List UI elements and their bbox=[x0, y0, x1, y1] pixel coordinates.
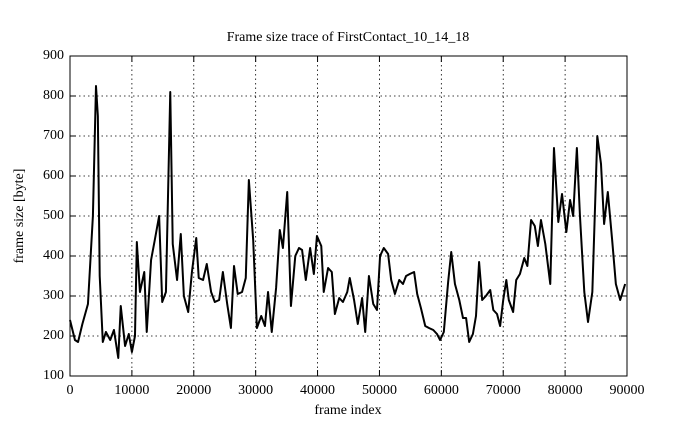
x-tick-label: 30000 bbox=[238, 383, 273, 398]
x-tick-label: 50000 bbox=[362, 383, 397, 398]
x-tick-label: 0 bbox=[67, 383, 74, 398]
y-axis-label: frame size [byte] bbox=[12, 169, 27, 264]
x-tick-label: 10000 bbox=[114, 383, 149, 398]
plot-border bbox=[69, 55, 628, 377]
y-tick-label: 100 bbox=[43, 368, 64, 383]
y-tick-label: 300 bbox=[43, 288, 64, 303]
y-tick-label: 600 bbox=[43, 168, 64, 183]
y-tick-label: 800 bbox=[43, 88, 64, 103]
y-tick-label: 400 bbox=[43, 248, 64, 263]
y-tick-label: 700 bbox=[43, 128, 64, 143]
data-line bbox=[69, 85, 627, 359]
x-axis-label: frame index bbox=[314, 403, 381, 418]
x-tick-label: 40000 bbox=[300, 383, 335, 398]
x-tick-label: 70000 bbox=[486, 383, 521, 398]
x-tick-label: 80000 bbox=[548, 383, 583, 398]
chart-title: Frame size trace of FirstContact_10_14_1… bbox=[227, 30, 470, 45]
x-tick-label: 90000 bbox=[610, 383, 645, 398]
x-tick-label: 60000 bbox=[424, 383, 459, 398]
y-tick-label: 200 bbox=[43, 328, 64, 343]
y-tick-label: 500 bbox=[43, 208, 64, 223]
y-tick-label: 900 bbox=[43, 48, 64, 63]
x-tick-label: 20000 bbox=[176, 383, 211, 398]
